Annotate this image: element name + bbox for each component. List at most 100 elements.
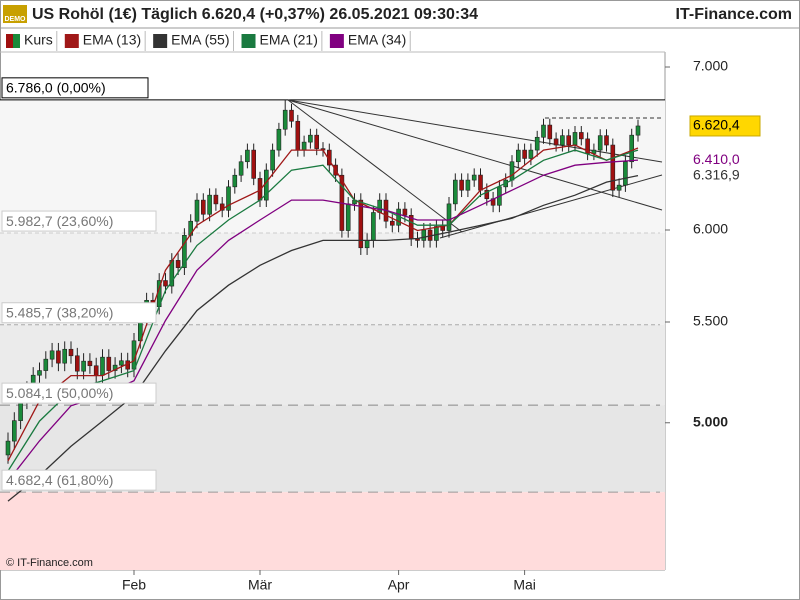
- level-label: 5.982,7 (23,60%): [1, 210, 157, 232]
- candle-body: [459, 179, 464, 191]
- y-tick-label: 6.000: [693, 221, 728, 237]
- candle-body: [629, 134, 635, 163]
- candle-body: [616, 184, 622, 191]
- trend-line: [287, 99, 663, 163]
- level-label: 4.682,4 (61,80%): [1, 469, 157, 491]
- trend-lines: [287, 99, 663, 239]
- y-tick-label: 7.000: [693, 58, 728, 74]
- candle-body: [75, 355, 80, 372]
- candle-body: [610, 144, 616, 191]
- level-label-text: 4.682,4 (61,80%): [6, 472, 113, 488]
- candle-body: [163, 280, 168, 287]
- candle-body: [308, 134, 313, 143]
- candle-body: [245, 149, 250, 163]
- ema-line: [7, 149, 639, 472]
- level-label-box: [1, 302, 157, 324]
- candle-body: [5, 440, 11, 456]
- chart-title: US Rohöl (1€) Täglich 6.620,4 (+0,37%) 2…: [32, 6, 478, 23]
- level-label: 5.084,1 (50,00%): [1, 382, 157, 404]
- price-label: 6.316,9: [693, 166, 740, 182]
- candle-body: [49, 350, 55, 360]
- candle-body: [18, 400, 23, 421]
- candle-body: [446, 203, 452, 231]
- candle-body: [37, 370, 42, 376]
- candle-body: [358, 199, 364, 249]
- candle-body: [484, 189, 490, 200]
- candle-body: [528, 149, 534, 159]
- candle-body: [553, 138, 559, 146]
- candle-body: [289, 109, 294, 122]
- candle-body: [106, 356, 112, 371]
- badge: DEMO: [5, 16, 27, 23]
- candle-body: [93, 365, 99, 376]
- candle-body: [68, 348, 74, 357]
- x-tick-label: Apr: [388, 577, 410, 593]
- legend-swatch: [241, 34, 256, 48]
- trend-line: [287, 99, 663, 211]
- candle-body: [515, 149, 521, 163]
- candle-body: [389, 220, 395, 226]
- candle-body: [522, 149, 527, 159]
- level-label-box: [1, 77, 149, 99]
- legend-label: EMA (21): [260, 32, 318, 48]
- candle-body: [377, 199, 383, 213]
- candle-body: [402, 208, 408, 216]
- candle-body: [282, 109, 288, 130]
- candle-body: [43, 358, 49, 371]
- candle-body: [604, 135, 609, 146]
- candle-body: [452, 179, 458, 205]
- legend-label: EMA (34): [348, 32, 406, 48]
- copyright: © IT-Finance.com: [6, 557, 93, 569]
- badge-box: [3, 5, 27, 23]
- candle-body: [251, 149, 256, 179]
- level-label-text: 5.084,1 (50,00%): [6, 385, 113, 401]
- legend-swatch: [329, 34, 344, 48]
- price-label: 6.410,0: [693, 151, 740, 167]
- level-band: [0, 492, 665, 570]
- candle-body: [471, 174, 477, 181]
- candle-body: [364, 240, 370, 249]
- candle-body: [270, 149, 275, 171]
- legend-swatch: [6, 34, 13, 48]
- legend-label: EMA (13): [83, 32, 141, 48]
- legend-label: EMA (55): [171, 32, 229, 48]
- trend-line: [287, 99, 463, 233]
- candle-body: [232, 174, 238, 188]
- price-label-box: [689, 115, 761, 137]
- price-label: 6.620,4: [693, 117, 740, 133]
- level-label-text: 5.485,7 (38,20%): [6, 304, 113, 320]
- ema-line: [7, 144, 639, 462]
- candle-body: [547, 124, 553, 140]
- candle-body: [81, 360, 86, 372]
- candle-body: [578, 132, 584, 140]
- candle-body: [371, 212, 376, 241]
- legend-swatch: [13, 34, 20, 48]
- candle-body: [175, 260, 181, 268]
- legend-label: Kurs: [24, 32, 53, 48]
- candle-body: [314, 134, 320, 149]
- level-label-text: 6.786,0 (0,00%): [6, 80, 106, 96]
- price-label-box: [690, 150, 760, 171]
- level-label: 5.485,7 (38,20%): [1, 302, 157, 324]
- candle-body: [597, 135, 603, 151]
- candle-body: [572, 132, 578, 146]
- candle-body: [87, 360, 93, 367]
- x-tick-label: Mai: [513, 577, 536, 593]
- level-label-box: [1, 382, 157, 404]
- candle-body: [56, 350, 61, 364]
- candle-body: [238, 161, 244, 176]
- candle-body: [421, 229, 427, 241]
- x-tick-label: Feb: [122, 577, 146, 593]
- candle-body: [12, 420, 17, 442]
- candle-body: [276, 128, 282, 151]
- candle-body: [478, 174, 483, 191]
- candle-body: [213, 194, 219, 205]
- candle-body: [182, 234, 187, 268]
- candle-body: [623, 161, 628, 186]
- candle-body: [219, 203, 225, 211]
- candle-body: [201, 199, 206, 215]
- candle-body: [62, 348, 68, 364]
- candle-body: [301, 141, 307, 151]
- candle-body: [100, 356, 105, 376]
